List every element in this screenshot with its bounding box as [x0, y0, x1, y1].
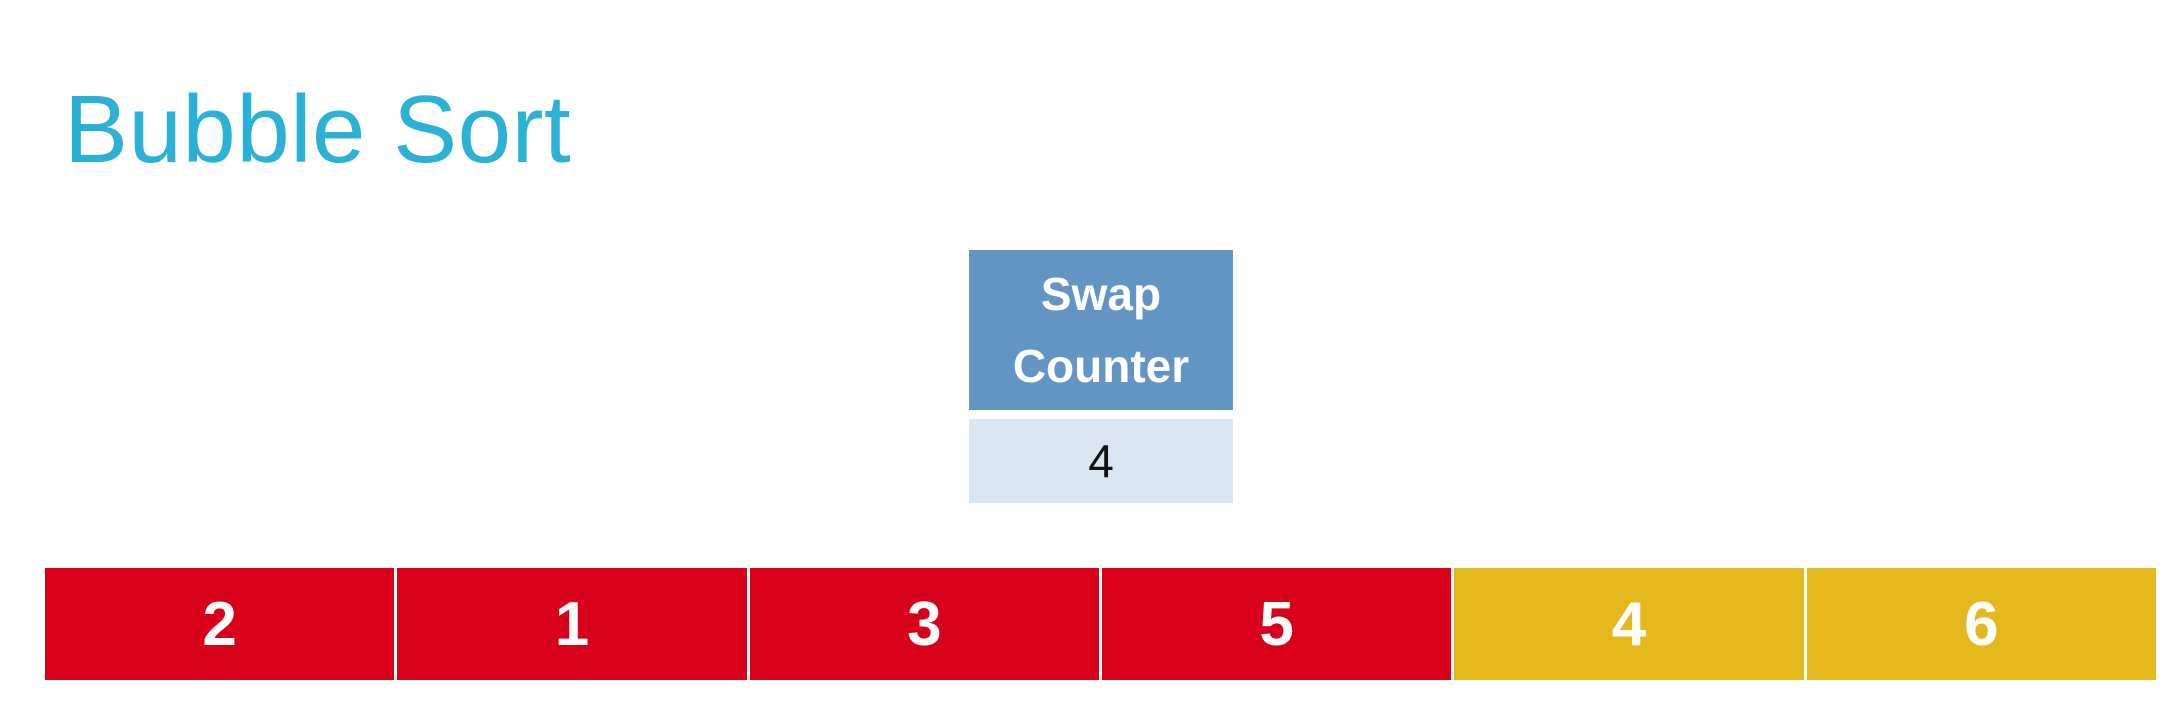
array-cell: 1 [397, 568, 750, 680]
array-row: 2 1 3 5 4 6 [45, 568, 2156, 680]
swap-counter-value: 4 [969, 419, 1233, 503]
array-cell: 2 [45, 568, 398, 680]
swap-counter-header: Swap Counter [969, 250, 1233, 410]
array-cell: 6 [1806, 568, 2156, 680]
swap-counter-label-line1: Swap [1040, 268, 1162, 320]
array-cell: 5 [1101, 568, 1455, 680]
array-cell: 3 [749, 568, 1102, 680]
array-cell: 4 [1454, 568, 1807, 680]
swap-counter-label-line2: Counter [1012, 340, 1190, 392]
page-title: Bubble Sort [64, 76, 572, 183]
